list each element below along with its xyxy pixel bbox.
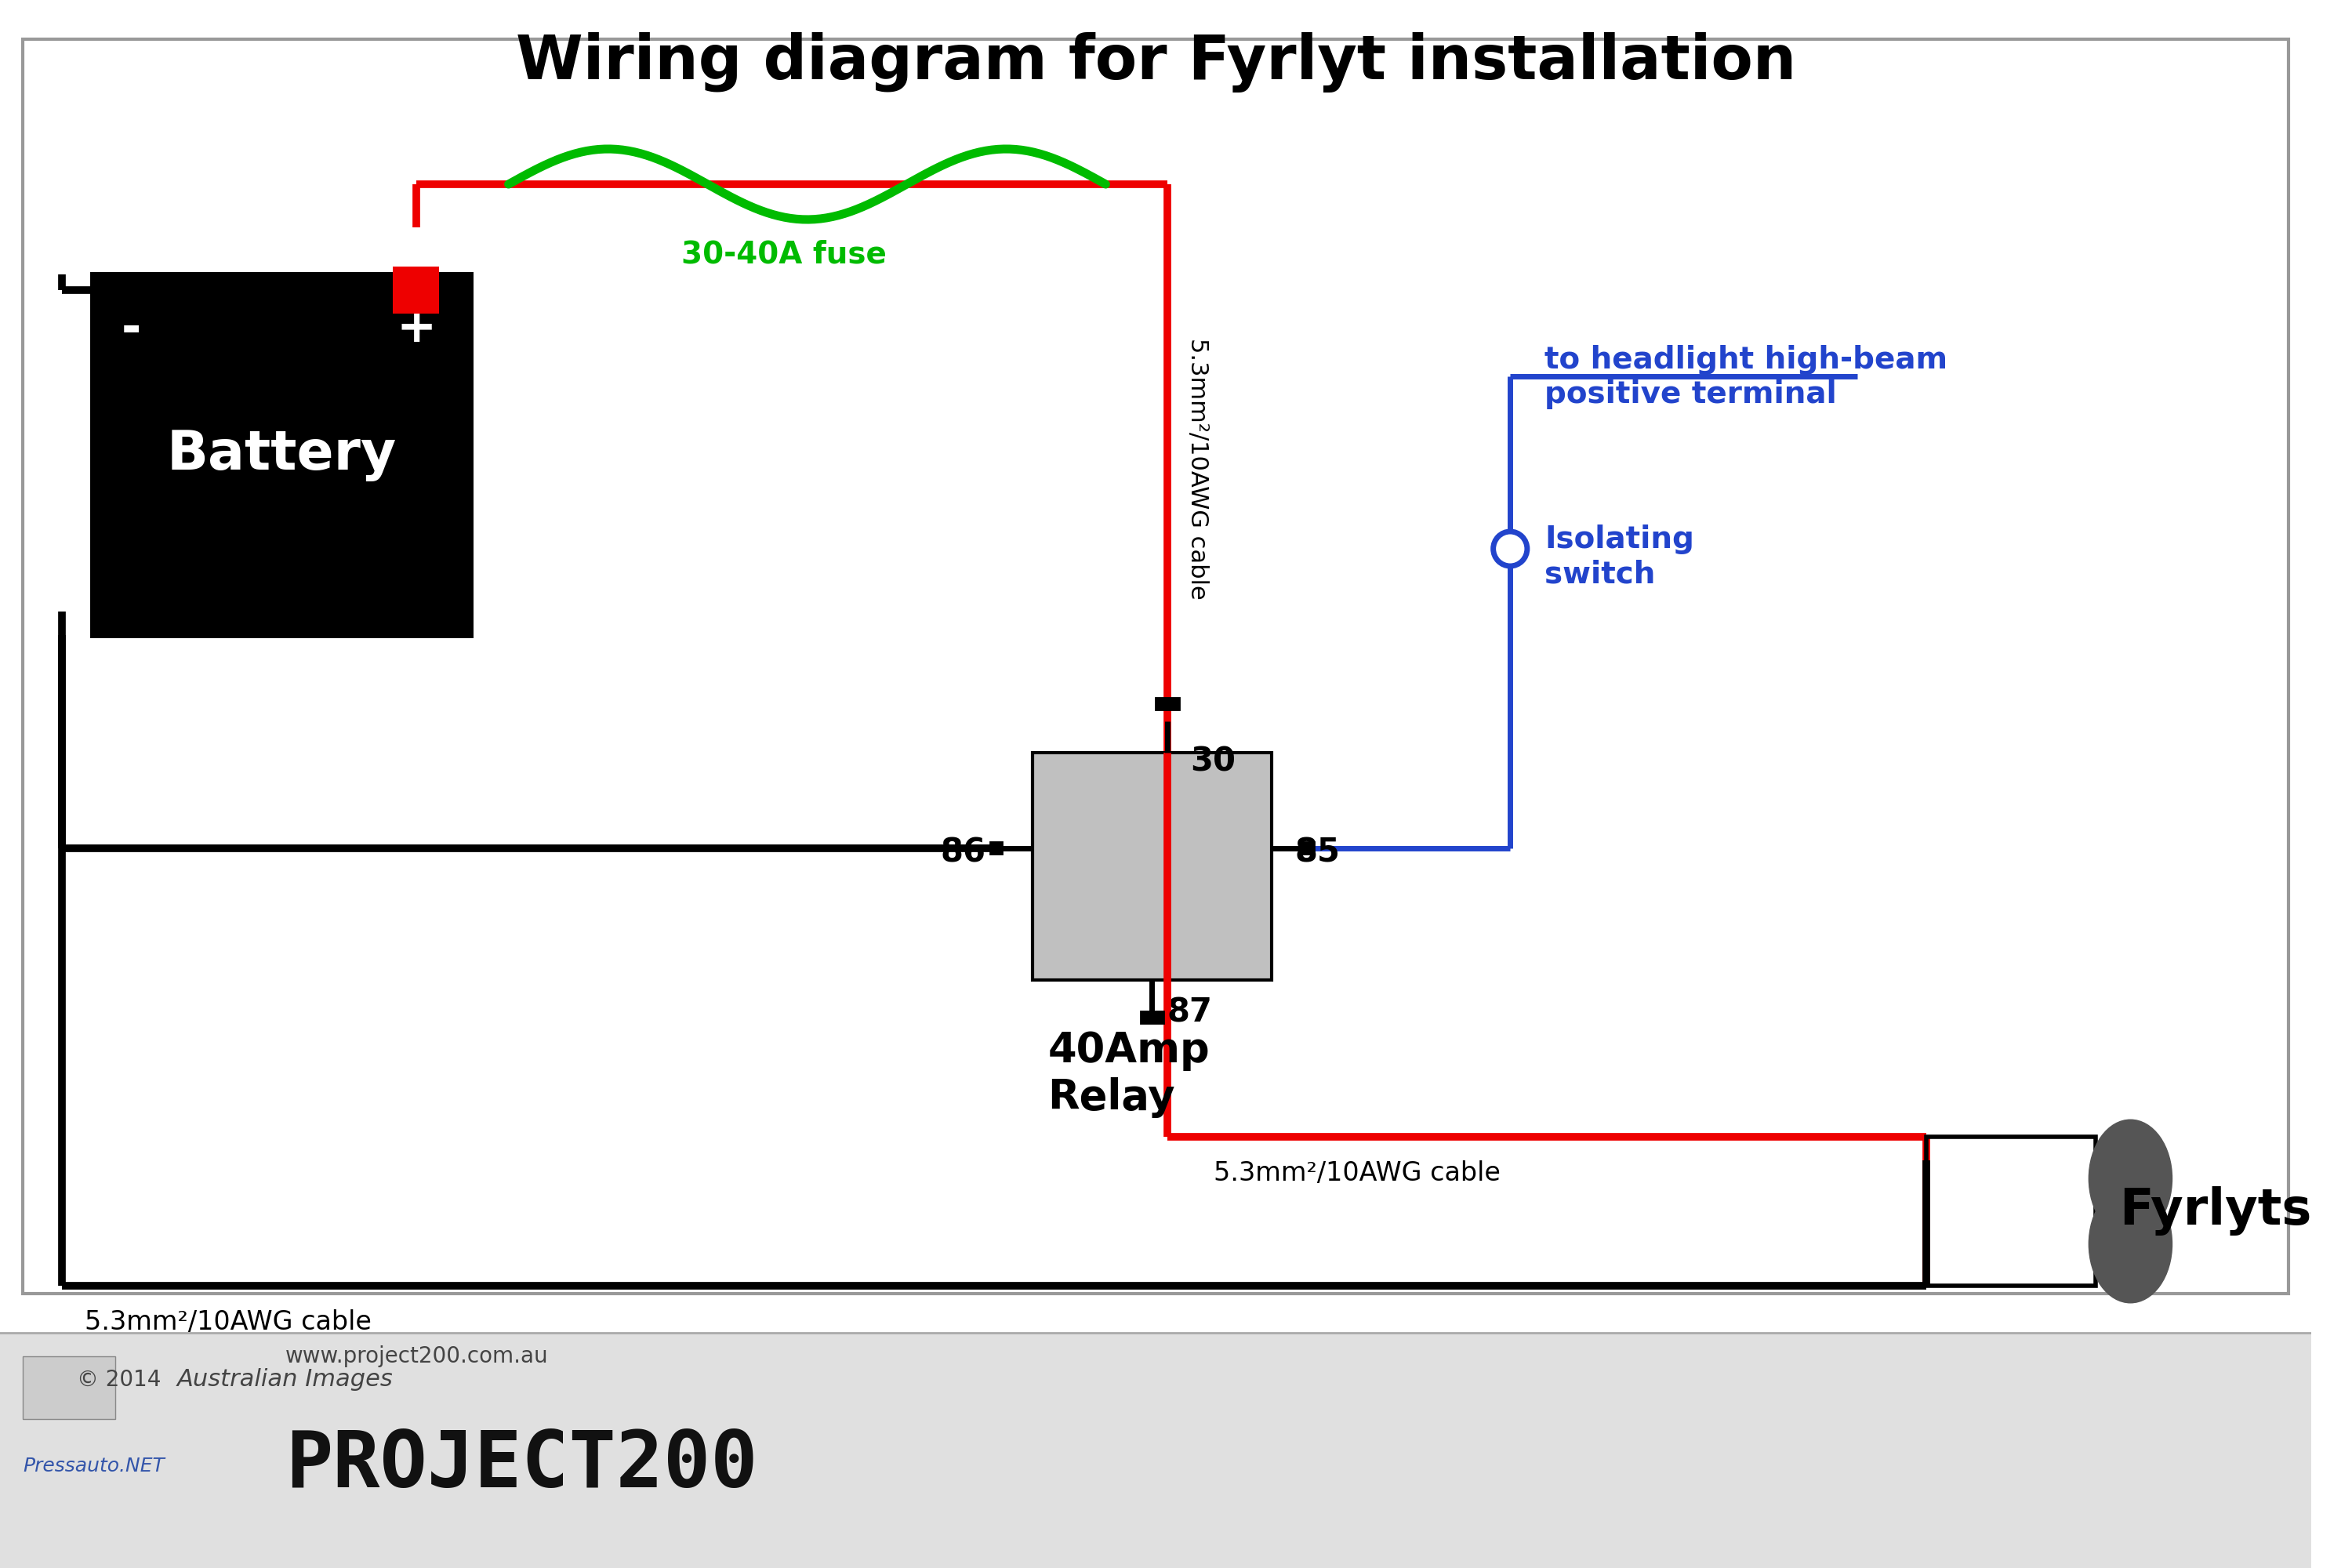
- Text: 30: 30: [1190, 745, 1235, 778]
- Bar: [393, 267, 440, 314]
- Text: © 2014: © 2014: [78, 1369, 162, 1391]
- Bar: [0, 1333, 2312, 1568]
- Text: 5.3mm²/10AWG cable: 5.3mm²/10AWG cable: [1185, 337, 1209, 599]
- Bar: [990, 842, 1002, 853]
- Text: 5.3mm²/10AWG cable: 5.3mm²/10AWG cable: [1214, 1160, 1501, 1185]
- Text: 85: 85: [1294, 836, 1341, 869]
- Text: 30-40A fuse: 30-40A fuse: [682, 238, 887, 270]
- Text: Australian Images: Australian Images: [176, 1369, 393, 1391]
- Circle shape: [1494, 532, 1526, 566]
- Text: Fyrlyts: Fyrlyts: [2119, 1187, 2312, 1236]
- Bar: [1303, 842, 1315, 853]
- Bar: [92, 274, 470, 635]
- Bar: [1033, 753, 1272, 980]
- Bar: [24, 39, 2288, 1294]
- Ellipse shape: [2089, 1185, 2171, 1303]
- Text: www.project200.com.au: www.project200.com.au: [285, 1345, 548, 1367]
- Bar: [1155, 698, 1178, 709]
- Text: PROJECT200: PROJECT200: [285, 1428, 757, 1504]
- Text: 40Amp
Relay: 40Amp Relay: [1049, 1030, 1209, 1118]
- Text: 87: 87: [1167, 996, 1214, 1029]
- Ellipse shape: [2089, 1120, 2171, 1237]
- Text: +: +: [395, 306, 435, 353]
- Text: 5.3mm²/10AWG cable: 5.3mm²/10AWG cable: [85, 1309, 372, 1336]
- Bar: [1141, 1011, 1164, 1022]
- Text: to headlight high-beam
positive terminal: to headlight high-beam positive terminal: [1545, 345, 1947, 409]
- Text: Pressauto.NET: Pressauto.NET: [24, 1457, 165, 1475]
- Bar: [1926, 1137, 2096, 1286]
- Text: Isolating
switch: Isolating switch: [1545, 524, 1693, 588]
- Bar: [24, 1356, 115, 1419]
- Text: -: -: [120, 306, 141, 353]
- Text: Battery: Battery: [167, 428, 395, 481]
- Text: 86: 86: [941, 836, 985, 869]
- Text: Wiring diagram for Fyrlyt installation: Wiring diagram for Fyrlyt installation: [515, 33, 1797, 93]
